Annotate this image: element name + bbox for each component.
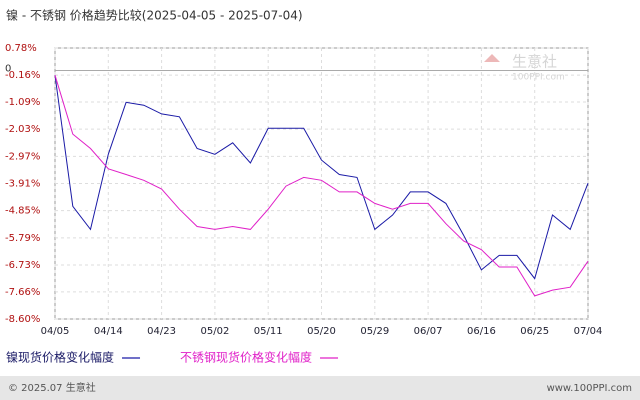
- legend-label: 镍现货价格变化幅度: [6, 350, 114, 365]
- y-tick-label: -3.91%: [5, 179, 40, 190]
- watermark-text: 100PPI.com: [512, 73, 565, 83]
- y-tick-label: -8.60%: [5, 314, 40, 325]
- x-tick-label: 06/07: [414, 326, 443, 337]
- zero-label: 0: [5, 64, 11, 75]
- series-line: [54, 75, 589, 280]
- footer-left: © 2025.07 生意社: [8, 381, 96, 394]
- chart-title: 镍 - 不锈钢 价格趋势比较(2025-04-05 - 2025-07-04): [6, 8, 303, 23]
- x-tick-label: 05/02: [200, 326, 229, 337]
- y-tick-label: -0.16%: [5, 70, 40, 81]
- x-tick-label: 06/16: [467, 326, 496, 337]
- series-line: [54, 75, 589, 297]
- x-tick-label: 04/23: [147, 326, 176, 337]
- x-tick-label: 04/14: [94, 326, 123, 337]
- y-tick-label: -7.66%: [5, 287, 40, 298]
- legend-label: 不锈钢现货价格变化幅度: [180, 350, 312, 365]
- x-tick-label: 05/11: [254, 326, 283, 337]
- footer-bar: [0, 376, 640, 400]
- x-tick-label: 04/05: [41, 326, 70, 337]
- x-tick-label: 05/20: [307, 326, 336, 337]
- footer-right: www.100PPI.com: [547, 383, 632, 394]
- y-tick-label: -5.79%: [5, 233, 40, 244]
- y-tick-label: -6.73%: [5, 260, 40, 271]
- x-tick-label: 06/25: [520, 326, 549, 337]
- y-tick-label: -2.97%: [5, 151, 40, 162]
- x-tick-label: 07/04: [574, 326, 603, 337]
- y-tick-label: -1.09%: [5, 97, 40, 108]
- y-tick-label: 0.78%: [5, 43, 37, 54]
- y-tick-label: -2.03%: [5, 124, 40, 135]
- y-tick-label: -4.85%: [5, 206, 40, 217]
- x-tick-label: 05/29: [360, 326, 389, 337]
